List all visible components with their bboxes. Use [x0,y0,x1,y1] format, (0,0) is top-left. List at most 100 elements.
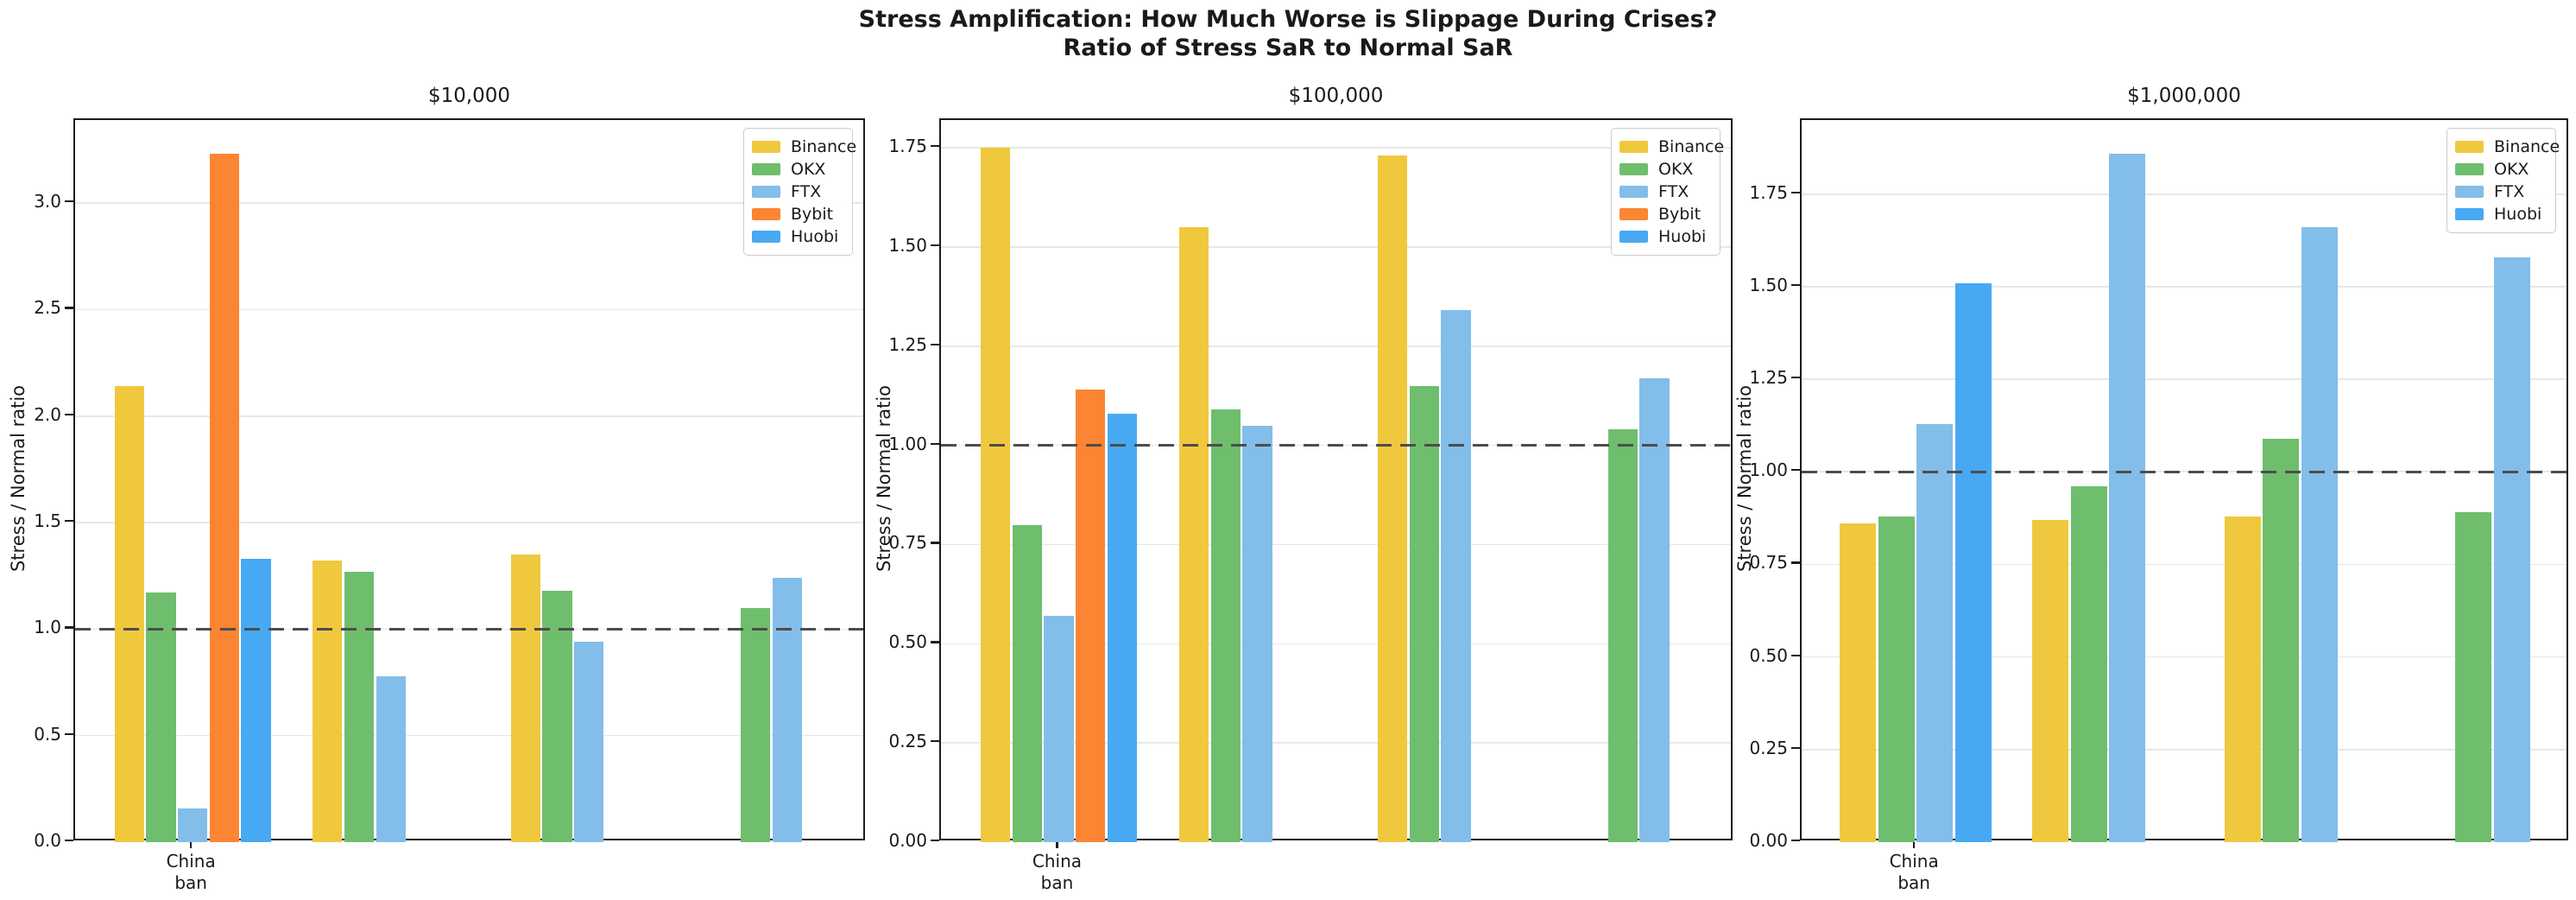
bar-okx [1012,524,1042,842]
y-tick-label: 1.50 [888,234,927,256]
y-tick-label: 0.00 [1749,830,1788,851]
y-tick-mark [1791,746,1800,749]
legend-label: OKX [791,160,826,179]
legend-swatch-okx [2455,163,2484,175]
axes-1 [73,118,865,842]
y-tick-mark [931,641,939,643]
legend-label: Huobi [2494,205,2542,224]
x-tick-label-line: ban [1040,872,1074,893]
legend-item-ftx: FTX [752,181,842,203]
bar-binance [114,386,144,842]
bar-okx [1607,429,1638,842]
legend-label: Huobi [791,227,839,246]
legend-label: Bybit [1658,205,1702,224]
y-tick-mark [1791,377,1800,379]
legend-item-binance: Binance [1619,136,1724,158]
bar-binance [2224,516,2261,842]
gridline [1802,193,2567,195]
legend-swatch-okx [752,163,780,175]
gridline [941,246,1731,248]
bar-ftx [772,578,802,842]
legend-item-binance: Binance [752,136,856,158]
bar-huobi [241,559,271,842]
y-tick-label: 1.75 [1749,181,1788,203]
bar-bybit [209,154,239,842]
reference-line [75,627,863,631]
y-tick-mark [931,840,939,842]
y-tick-mark [1791,561,1800,564]
legend-swatch-okx [1619,163,1648,175]
bar-binance [2032,520,2069,842]
bar-ftx [376,675,406,842]
y-tick-mark [931,542,939,544]
y-tick-label: 0.5 [34,723,61,745]
y-tick-mark [931,244,939,247]
gridline [75,734,863,737]
bar-binance [1178,227,1209,842]
x-tick-label: China ban [1828,851,2000,894]
y-tick-label: 0.50 [1749,644,1788,666]
x-tick-mark [190,840,193,848]
bar-okx [1210,409,1241,842]
gridline [941,147,1731,149]
reference-line [941,444,1731,447]
x-tick-mark [1056,840,1058,848]
y-tick-mark [1791,840,1800,842]
y-tick-label: 1.00 [888,433,927,454]
legend-swatch-binance [2455,141,2484,153]
figure-title-line1: Stress Amplification: How Much Worse is … [858,6,1718,33]
legend-item-huobi: Huobi [1619,225,1709,248]
y-tick-mark [65,732,73,735]
y-tick-label: 0.00 [888,830,927,851]
bar-ftx [1242,425,1272,842]
y-tick-label: 0.50 [888,631,927,653]
bar-binance [1377,155,1408,842]
y-tick-label: 0.75 [1749,552,1788,574]
legend-item-bybit: Bybit [1619,203,1709,225]
legend-label: Binance [1658,137,1725,156]
legend-swatch-binance [1619,141,1648,153]
legend-label: Bybit [791,205,834,224]
y-tick-mark [65,520,73,523]
legend-swatch-ftx [1619,186,1648,198]
axes-3 [1800,118,2568,842]
bar-binance [1840,523,1877,842]
y-tick-label: 1.25 [888,333,927,355]
gridline [1802,749,2567,751]
y-tick-mark [931,343,939,345]
panel-title: $1,000,000 [2127,85,2241,107]
legend-item-ftx: FTX [2455,181,2545,203]
y-tick-label: 3.0 [34,191,61,212]
figure-title: Stress Amplification: How Much Worse is … [0,5,2576,62]
bar-binance [980,148,1011,842]
legend-label: OKX [1658,160,1694,179]
legend-item-bybit: Bybit [752,203,842,225]
bar-binance [313,561,343,842]
legend-label: FTX [2494,182,2525,201]
bar-ftx [2301,227,2338,842]
y-tick-label: 0.25 [1749,737,1788,758]
panel-title: $10,000 [427,85,511,107]
legend-swatch-huobi [752,231,780,243]
bar-ftx [1916,423,1954,842]
gridline [941,543,1731,546]
gridline [1802,378,2567,380]
bar-ftx [1044,616,1074,842]
y-tick-label: 1.75 [888,136,927,157]
bar-ftx [2109,153,2146,842]
gridline [75,202,863,204]
y-axis-label: Stress / Normal ratio [874,384,894,573]
x-tick-label-line: China [1889,851,1939,871]
y-tick-mark [931,145,939,148]
legend-label: FTX [791,182,822,201]
legend-swatch-ftx [2455,186,2484,198]
y-tick-label: 1.00 [1749,460,1788,481]
gridline [941,742,1731,744]
x-tick-label-line: China [166,851,216,871]
bar-okx [344,571,375,842]
gridline [941,345,1731,347]
bar-okx [2070,486,2107,842]
gridline [1802,286,2567,288]
bar-ftx [1639,377,1670,842]
y-tick-mark [65,840,73,842]
